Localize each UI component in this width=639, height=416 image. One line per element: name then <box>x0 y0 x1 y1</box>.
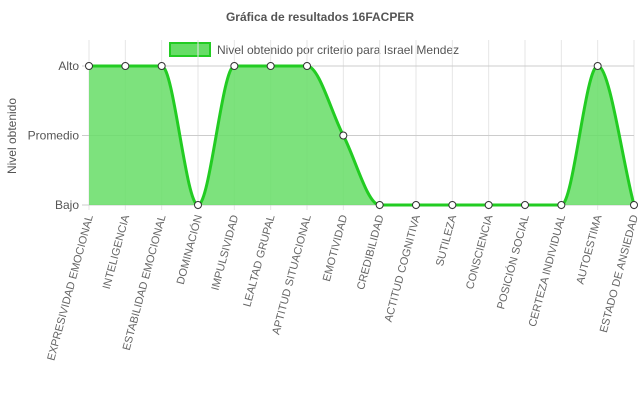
data-point[interactable] <box>521 201 529 209</box>
data-point[interactable] <box>630 201 638 209</box>
data-point[interactable] <box>448 201 457 209</box>
data-point[interactable] <box>157 62 166 70</box>
y-axis-ticks: Bajo Promedio Alto <box>28 59 80 212</box>
x-tick-label: IMPULSIVIDAD <box>210 214 242 292</box>
chart-title: Gráfica de resultados 16FACPER <box>226 10 414 24</box>
data-point[interactable] <box>375 201 384 209</box>
x-tick-label: SUTILEZA <box>434 213 459 268</box>
y-tick-label: Alto <box>58 59 79 73</box>
x-tick-label: POSICIÓN SOCIAL <box>494 213 532 310</box>
x-tick-label: ESTABILIDAD EMOCIONAL <box>121 214 169 352</box>
legend-swatch <box>169 42 211 57</box>
x-tick-label: CONSCIENCIA <box>464 213 496 291</box>
x-tick-label: ESTADO DE ANSIEDAD <box>598 214 639 334</box>
y-axis-label: Nivel obtenido <box>5 98 19 174</box>
data-point[interactable] <box>230 62 239 70</box>
data-point[interactable] <box>303 62 311 70</box>
series-area <box>89 66 634 205</box>
x-tick-label: DOMINACIÓN <box>174 213 205 285</box>
legend-label: Nivel obtenido por criterio para Israel … <box>217 43 459 57</box>
x-tick-label: INTELIGENCIA <box>101 213 133 291</box>
data-point[interactable] <box>339 131 348 140</box>
data-point[interactable] <box>85 62 93 70</box>
data-point[interactable] <box>557 201 566 209</box>
x-tick-label: APTITUD SITUACIONAL <box>270 214 314 336</box>
x-tick-label: CREDIBILIDAD <box>355 214 387 292</box>
y-tick-label: Bajo <box>55 198 79 212</box>
data-point[interactable] <box>484 201 493 209</box>
x-tick-label: ACTITUD COGNITIVA <box>383 213 423 323</box>
x-axis-ticks: EXPRESIVIDAD EMOCIONAL INTELIGENCIAESTABI… <box>45 213 639 362</box>
data-point[interactable] <box>266 62 275 70</box>
x-tick-label: LEALTAD GRUPAL <box>241 214 277 309</box>
x-tick-label: EXPRESIVIDAD EMOCIONAL <box>45 214 96 362</box>
data-point[interactable] <box>194 201 202 209</box>
plot-area <box>85 62 638 209</box>
data-point[interactable] <box>121 62 130 70</box>
data-point[interactable] <box>593 62 602 70</box>
x-tick-label: CERTEZA INDIVIDUAL <box>527 214 568 329</box>
legend[interactable]: Nivel obtenido por criterio para Israel … <box>169 42 459 57</box>
data-point[interactable] <box>412 201 420 209</box>
y-tick-label: Promedio <box>28 129 80 143</box>
x-tick-label: EMOTIVIDAD <box>321 214 350 283</box>
x-tick-label: AUTOESTIMA <box>575 213 605 286</box>
